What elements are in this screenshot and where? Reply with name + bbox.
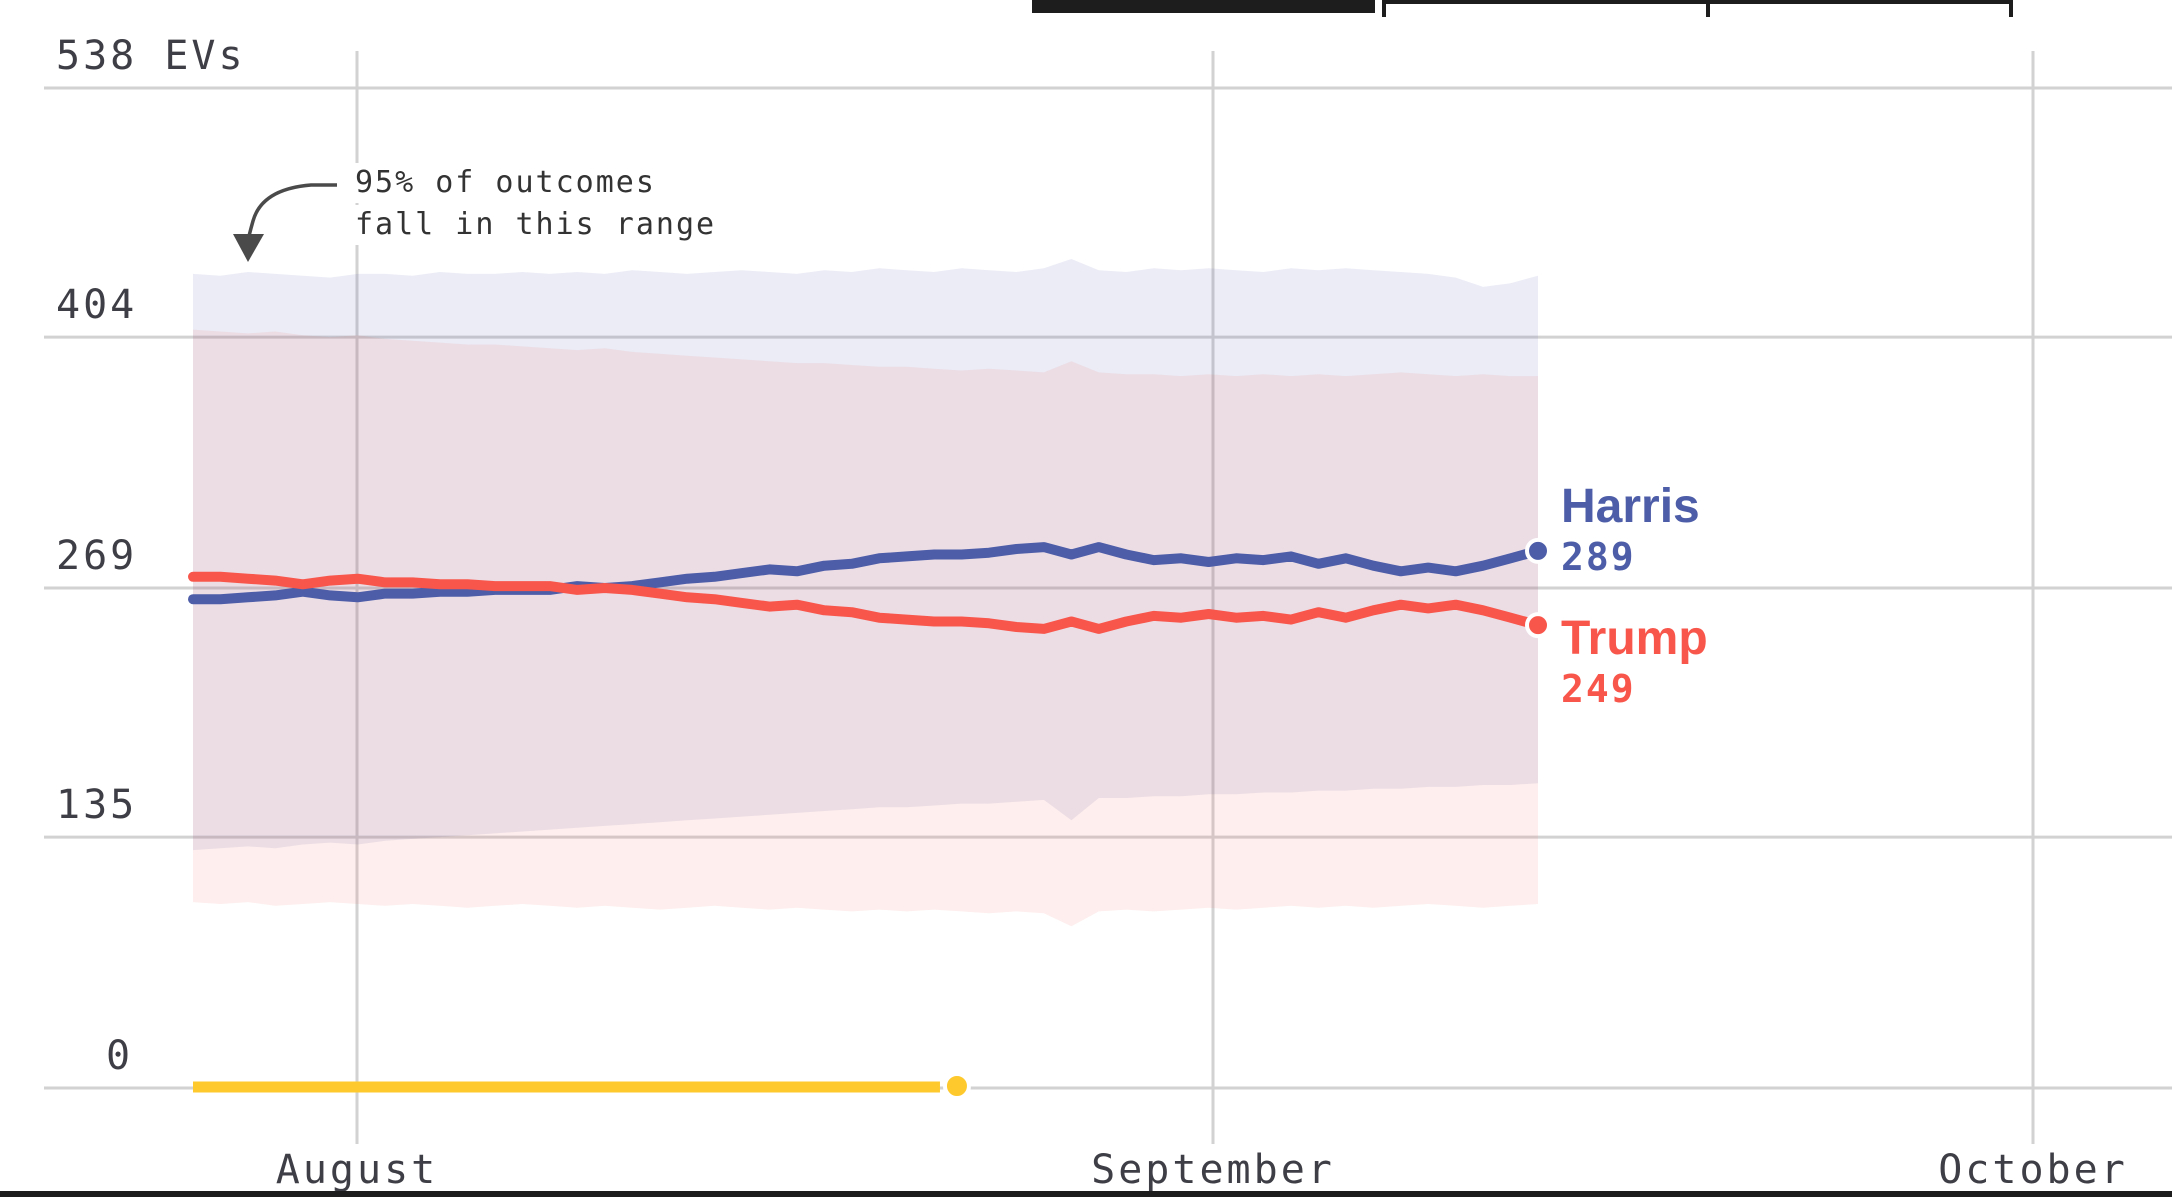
x-axis-label-august: August — [275, 1147, 439, 1193]
annotation-text-line2: fall in this range — [350, 205, 722, 245]
trump-end-label: Trump 249 — [1561, 612, 1708, 712]
annotation-text-line1: 95% of outcomes — [350, 163, 661, 203]
harris-end-label: Harris 289 — [1561, 480, 1700, 580]
y-axis-label-0: 0 — [106, 1033, 134, 1079]
trump-confidence-band — [193, 329, 1538, 927]
trump-end-value: 249 — [1561, 667, 1636, 711]
y-axis-label-135: 135 — [56, 782, 138, 829]
annotation-arrowhead-icon — [233, 234, 264, 262]
annotation-arrow — [233, 183, 337, 262]
x-axis-label-october: October — [1938, 1147, 2128, 1193]
harris-end-value: 289 — [1561, 535, 1636, 579]
trump-endpoint-dot — [1525, 612, 1551, 639]
view-toggle-tab-2[interactable] — [1382, 0, 1710, 17]
annotation-arrow-curve — [247, 183, 337, 237]
timeline-handle[interactable] — [942, 1072, 971, 1100]
x-axis-label-september: September — [1091, 1147, 1335, 1193]
y-axis-label-404: 404 — [56, 282, 138, 329]
harris-series-name: Harris — [1561, 480, 1700, 533]
harris-confidence-band — [193, 259, 1538, 851]
view-toggle-tab-1-selected[interactable] — [1032, 0, 1375, 13]
trump-line — [188, 571, 1543, 634]
y-axis-label-269: 269 — [56, 533, 138, 579]
view-toggle-tabs — [0, 0, 2172, 17]
bottom-border-bar — [0, 1191, 2172, 1197]
trump-series-name: Trump — [1561, 612, 1708, 665]
harris-endpoint-dot — [1525, 537, 1551, 564]
harris-line — [188, 542, 1543, 605]
view-toggle-tab-3[interactable] — [1706, 0, 2013, 17]
y-axis-label-538: 538 EVs — [56, 33, 246, 79]
